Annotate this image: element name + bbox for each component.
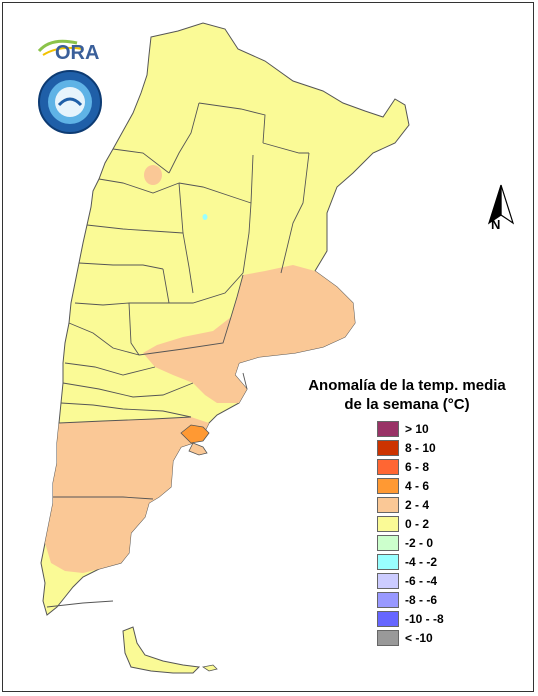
tierra-del-fuego-region xyxy=(122,626,201,674)
legend-item: -6 - -4 xyxy=(377,573,537,591)
legend-swatch xyxy=(377,459,399,475)
smn-logo xyxy=(38,70,102,134)
legend-label: -10 - -8 xyxy=(405,612,444,626)
warm-spot-northwest xyxy=(144,165,162,185)
legend-item: -4 - -2 xyxy=(377,554,537,572)
legend-item: 8 - 10 xyxy=(377,440,537,458)
peninsula-valdes xyxy=(188,442,208,456)
legend-swatch xyxy=(377,573,399,589)
legend-item: -8 - -6 xyxy=(377,592,537,610)
legend-swatch xyxy=(377,630,399,646)
legend-swatch xyxy=(377,478,399,494)
legend-item: 2 - 4 xyxy=(377,497,537,515)
legend-item: -10 - -8 xyxy=(377,611,537,629)
legend-item: 0 - 2 xyxy=(377,516,537,534)
warm-anomaly-east-region xyxy=(143,265,355,403)
legend-item: -2 - 0 xyxy=(377,535,537,553)
province-boundaries xyxy=(46,102,310,608)
north-arrow-icon xyxy=(487,184,515,225)
legend-swatch xyxy=(377,516,399,532)
legend-label: > 10 xyxy=(405,422,429,436)
legend-title: Anomalía de la temp. media de la semana … xyxy=(289,376,525,414)
legend-label: -6 - -4 xyxy=(405,574,438,588)
legend-swatch xyxy=(377,497,399,513)
legend-label: 8 - 10 xyxy=(405,441,436,455)
legend-item: < -10 xyxy=(377,630,537,648)
legend-label: 4 - 6 xyxy=(405,479,430,493)
legend-label: < -10 xyxy=(405,631,433,645)
legend-label: 0 - 2 xyxy=(405,517,430,531)
north-label: N xyxy=(491,217,501,232)
warm-anomaly-patagonia-region xyxy=(45,417,209,573)
legend-swatch xyxy=(377,440,399,456)
legend-swatch xyxy=(377,554,399,570)
legend-title-line1: Anomalía de la temp. media xyxy=(308,377,506,394)
legend-label: -8 - -6 xyxy=(405,593,438,607)
argentina-map xyxy=(40,22,410,674)
legend-item: 6 - 8 xyxy=(377,459,537,477)
legend-swatch xyxy=(377,421,399,437)
legend-title-line2: de la semana (°C) xyxy=(344,396,470,413)
legend-swatch xyxy=(377,592,399,608)
legend-label: 6 - 8 xyxy=(405,460,430,474)
legend-item: 4 - 6 xyxy=(377,478,537,496)
ora-logo: ORA xyxy=(37,39,99,63)
legend-swatch xyxy=(377,611,399,627)
legend-label: -4 - -2 xyxy=(405,555,438,569)
isla-de-los-estados xyxy=(201,664,218,672)
legend-label: -2 - 0 xyxy=(405,536,434,550)
legend-item: > 10 xyxy=(377,421,537,439)
legend-swatch xyxy=(377,535,399,551)
cool-spot-center xyxy=(202,214,208,220)
legend-label: 2 - 4 xyxy=(405,498,430,512)
ora-logo-text: ORA xyxy=(55,42,99,63)
hot-spot-san-matias xyxy=(180,424,210,444)
